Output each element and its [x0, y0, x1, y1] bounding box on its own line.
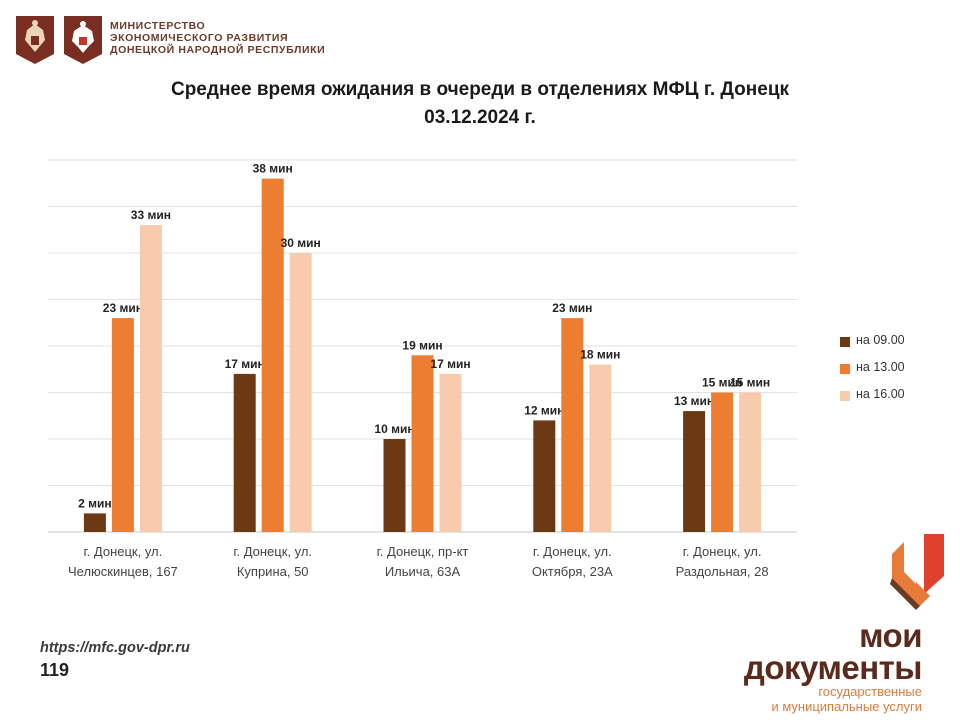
ministry-line: ЭКОНОМИЧЕСКОГО РАЗВИТИЯ: [110, 32, 289, 44]
x-tick-label: Челюскинцев, 167: [68, 564, 178, 579]
data-label: 18 мин: [580, 348, 620, 362]
brand-name: документы: [743, 649, 923, 686]
legend-swatch: [840, 391, 850, 401]
bar: [683, 411, 706, 532]
legend-swatch: [840, 337, 850, 347]
bar: [739, 392, 762, 532]
data-label: 23 мин: [552, 301, 592, 315]
legend-label: на 09.00: [856, 333, 905, 347]
x-tick-label: г. Донецк, ул.: [233, 544, 312, 559]
data-label: 17 мин: [430, 357, 470, 371]
x-tick-label: г. Донецк, ул.: [533, 544, 612, 559]
legend-label: на 13.00: [856, 360, 905, 374]
bar: [83, 513, 106, 532]
x-tick-label: г. Донецк, ул.: [683, 544, 762, 559]
website-link[interactable]: https://mfc.gov-dpr.ru: [40, 640, 190, 656]
coat-of-arms-icon: [64, 16, 102, 64]
page-number: 119: [40, 660, 70, 680]
bar: [289, 253, 312, 532]
x-tick-label: Октября, 23А: [532, 564, 613, 579]
ministry-line: ДОНЕЦКОЙ НАРОДНОЙ РЕСПУБЛИКИ: [110, 44, 326, 56]
bar: [439, 373, 462, 532]
legend-swatch: [840, 364, 850, 374]
bar: [233, 373, 256, 532]
x-tick-label: Куприна, 50: [237, 564, 309, 579]
data-label: 19 мин: [402, 338, 442, 352]
x-tick-label: Раздольная, 28: [676, 564, 769, 579]
coat-of-arms-icon: [16, 16, 54, 64]
x-tick-label: г. Донецк, пр-кт: [377, 544, 469, 559]
data-label: 30 мин: [281, 236, 321, 250]
data-label: 15 мин: [730, 376, 770, 390]
data-label: 15 мин: [702, 376, 742, 390]
bar: [383, 439, 406, 532]
brand-tagline: и муниципальные услуги: [771, 699, 922, 714]
bar: [589, 364, 612, 532]
legend-item: на 13.00: [840, 360, 950, 378]
data-label: 13 мин: [674, 394, 714, 408]
data-label: 38 мин: [253, 162, 293, 176]
bar: [411, 355, 434, 532]
legend-label: на 16.00: [856, 387, 905, 401]
moi-dokumenty-logo-icon: [890, 534, 944, 610]
bar: [711, 392, 734, 532]
bar: [561, 318, 584, 532]
legend-item: на 16.00: [840, 387, 950, 405]
data-label: 12 мин: [524, 403, 564, 417]
bar: [261, 178, 284, 532]
header: МИНИСТЕРСТВО ЭКОНОМИЧЕСКОГО РАЗВИТИЯ ДОН…: [14, 14, 354, 70]
x-tick-label: Ильича, 63А: [385, 564, 461, 579]
data-label: 17 мин: [225, 357, 265, 371]
bar: [111, 318, 134, 532]
bar: [533, 420, 556, 532]
data-label: 2 мин: [78, 496, 112, 510]
ministry-name: МИНИСТЕРСТВО ЭКОНОМИЧЕСКОГО РАЗВИТИЯ ДОН…: [110, 20, 325, 56]
chart-title-line: 03.12.2024 г.: [424, 107, 536, 128]
data-label: 33 мин: [131, 208, 171, 222]
ministry-line: МИНИСТЕРСТВО: [110, 20, 206, 32]
brand-tagline: государственные: [818, 684, 922, 699]
legend-item: на 09.00: [840, 333, 950, 351]
chart-title: Среднее время ожидания в очереди в отдел…: [0, 76, 960, 132]
data-label: 10 мин: [374, 422, 414, 436]
x-tick-label: г. Донецк, ул.: [84, 544, 163, 559]
brand-block: мои документы государственные и муниципа…: [700, 617, 923, 714]
chart-title-line: Среднее время ожидания в очереди в отдел…: [170, 79, 790, 100]
data-label: 23 мин: [103, 301, 143, 315]
bar: [139, 225, 162, 532]
brand-name: мои: [859, 617, 922, 654]
